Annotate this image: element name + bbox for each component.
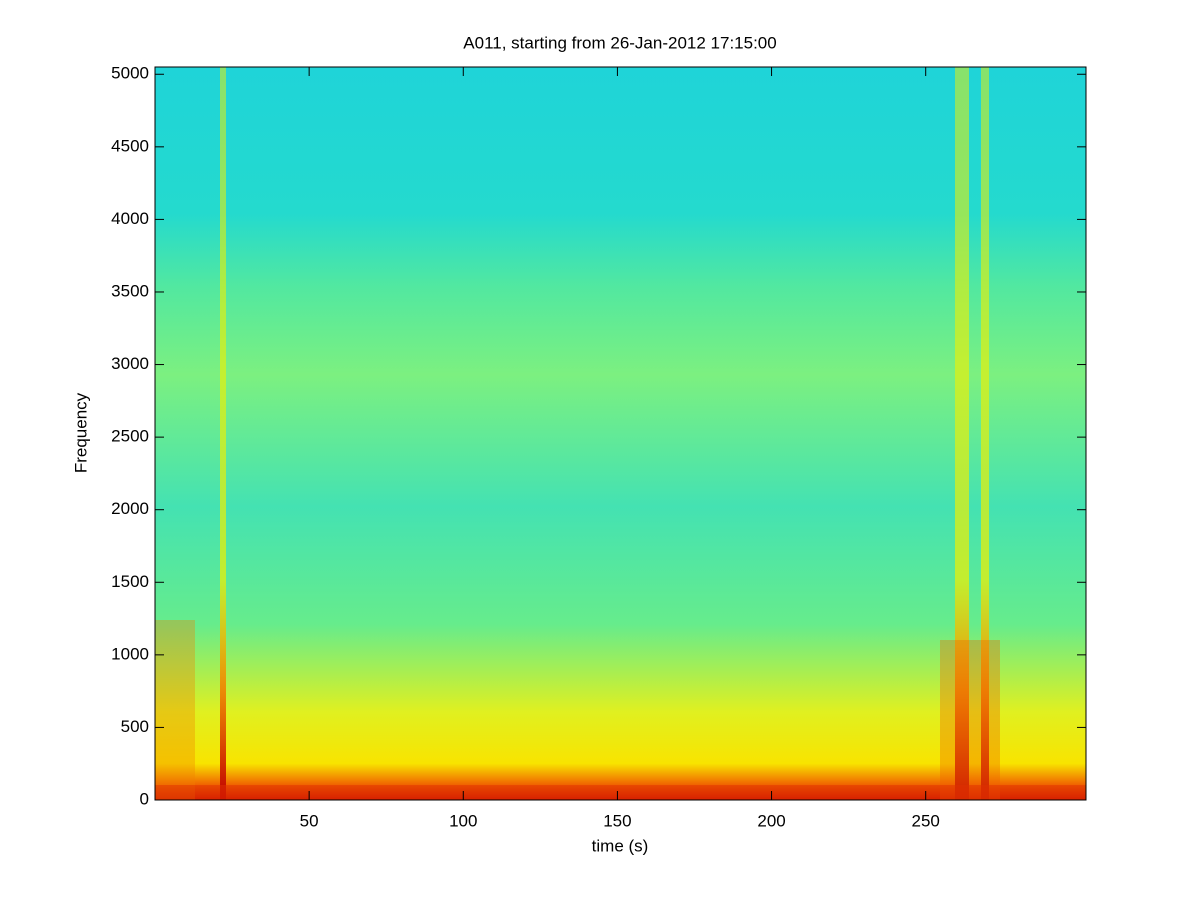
y-tick-label: 3000 <box>111 354 149 373</box>
y-tick-label: 2000 <box>111 499 149 518</box>
spectrogram-image <box>155 67 1086 800</box>
x-tick-label: 50 <box>300 811 319 830</box>
y-tick-label: 500 <box>121 717 149 736</box>
y-tick-label: 4500 <box>111 136 149 155</box>
y-axis-label: Frequency <box>71 392 90 473</box>
y-tick-label: 5000 <box>111 64 149 83</box>
x-axis-label: time (s) <box>592 836 649 855</box>
x-tick-label: 250 <box>912 811 940 830</box>
x-tick-label: 200 <box>757 811 785 830</box>
chart-title: A011, starting from 26-Jan-2012 17:15:00 <box>463 33 776 52</box>
y-tick-label: 1000 <box>111 644 149 663</box>
axes-box <box>154 66 1087 801</box>
x-tick-label: 150 <box>603 811 631 830</box>
y-tick-label: 0 <box>140 789 149 808</box>
y-tick-label: 2500 <box>111 427 149 446</box>
y-tick-label: 4000 <box>111 209 149 228</box>
y-tick-label: 1500 <box>111 572 149 591</box>
x-tick-label: 100 <box>449 811 477 830</box>
y-tick-label: 3500 <box>111 281 149 300</box>
